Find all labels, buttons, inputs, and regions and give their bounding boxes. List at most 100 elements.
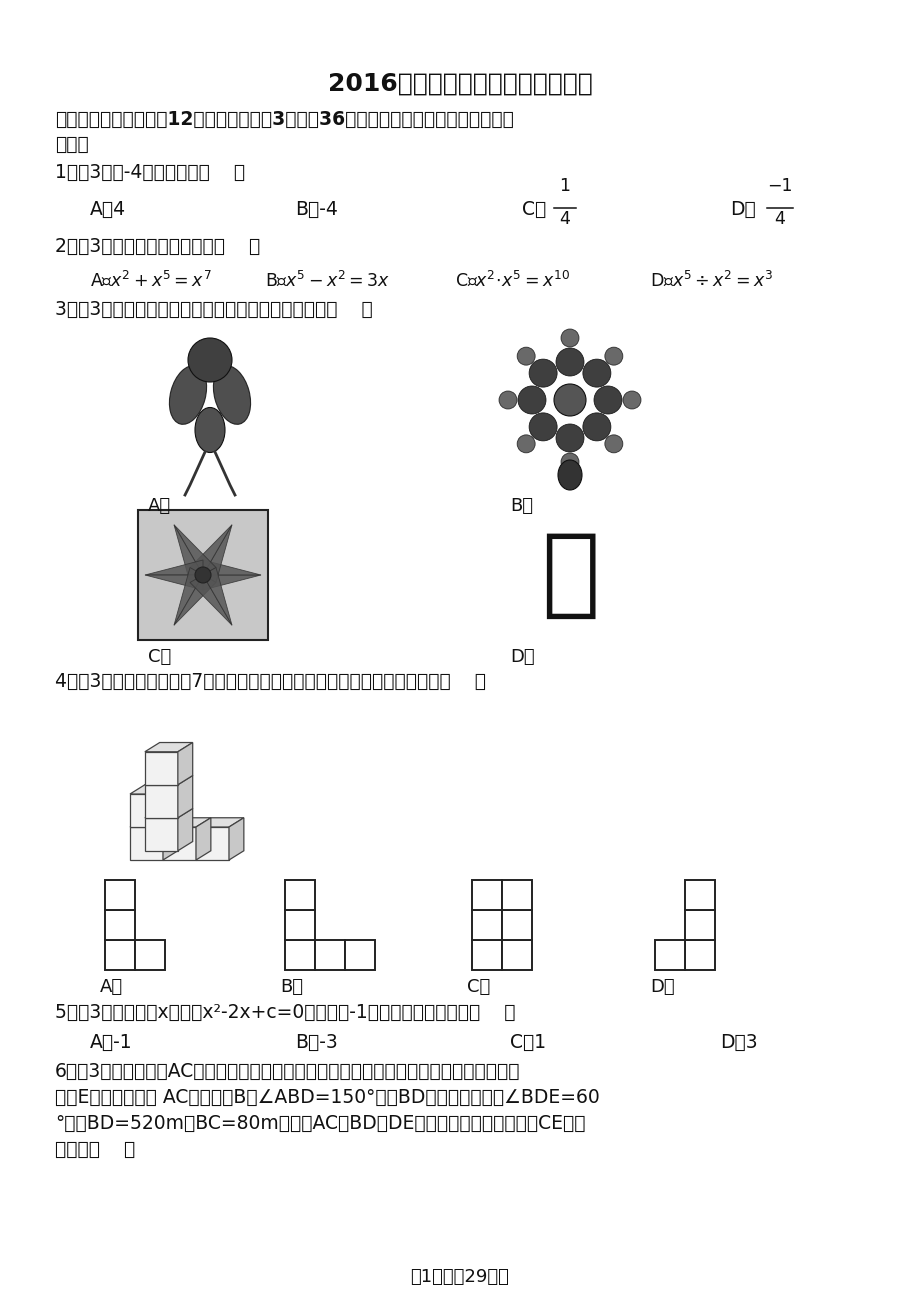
Circle shape xyxy=(604,435,622,453)
Polygon shape xyxy=(229,818,244,861)
Text: A．: A． xyxy=(100,978,123,996)
Polygon shape xyxy=(145,575,203,590)
Ellipse shape xyxy=(558,460,582,490)
Circle shape xyxy=(555,424,584,452)
Polygon shape xyxy=(174,525,203,582)
Text: D．3: D．3 xyxy=(720,1032,757,1052)
Polygon shape xyxy=(190,525,232,575)
Text: D．: D． xyxy=(509,648,534,667)
Text: 5．（3分）若关于x的方程x²-2x+c=0有一根为-1，则方程的另一根为（    ）: 5．（3分）若关于x的方程x²-2x+c=0有一根为-1，则方程的另一根为（ ） xyxy=(55,1003,515,1022)
Bar xyxy=(502,940,531,970)
Text: 4．（3分）如图是一个〗7个相同正方体组合而成的几何体，它的主视图为（    ）: 4．（3分）如图是一个〗7个相同正方体组合而成的几何体，它的主视图为（ ） xyxy=(55,672,485,691)
Circle shape xyxy=(517,385,545,414)
Polygon shape xyxy=(130,785,177,794)
Circle shape xyxy=(553,384,585,417)
Text: 3．（3分）下列图案，既是轴对称又是中心对称的是（    ）: 3．（3分）下列图案，既是轴对称又是中心对称的是（ ） xyxy=(55,299,372,319)
Bar xyxy=(285,880,314,910)
Bar xyxy=(285,910,314,940)
Text: 长度为（    ）: 长度为（ ） xyxy=(55,1141,135,1159)
Bar xyxy=(685,910,714,940)
Text: C．: C． xyxy=(467,978,490,996)
Polygon shape xyxy=(196,818,210,861)
Text: B．$x^5-x^2=3x$: B．$x^5-x^2=3x$ xyxy=(265,270,390,289)
Circle shape xyxy=(622,391,641,409)
Circle shape xyxy=(528,413,557,441)
Text: 1．（3分）-4的绝对值是（    ）: 1．（3分）-4的绝对值是（ ） xyxy=(55,163,244,182)
Polygon shape xyxy=(196,827,229,861)
Circle shape xyxy=(195,566,210,583)
Circle shape xyxy=(594,385,621,414)
Polygon shape xyxy=(130,794,163,827)
Bar xyxy=(471,940,502,970)
Text: A．4: A．4 xyxy=(90,201,126,219)
Bar xyxy=(314,940,345,970)
Polygon shape xyxy=(144,785,177,818)
Bar xyxy=(502,910,531,940)
Bar xyxy=(135,940,165,970)
Text: D．: D． xyxy=(729,201,754,219)
Text: −1: −1 xyxy=(766,177,792,195)
Bar xyxy=(685,940,714,970)
Circle shape xyxy=(516,435,535,453)
Ellipse shape xyxy=(169,366,207,424)
Text: 2016年四川省绵阳市中考数学试卷: 2016年四川省绵阳市中考数学试卷 xyxy=(327,72,592,96)
Bar xyxy=(285,940,314,970)
Text: 2．（3分）下列计算正确的是（    ）: 2．（3分）下列计算正确的是（ ） xyxy=(55,237,260,256)
Polygon shape xyxy=(145,560,203,575)
Circle shape xyxy=(561,453,578,471)
Text: 4: 4 xyxy=(559,210,570,228)
Polygon shape xyxy=(163,827,196,861)
Text: B．: B． xyxy=(279,978,302,996)
Polygon shape xyxy=(163,818,177,861)
Bar xyxy=(105,880,135,910)
Text: A．: A． xyxy=(148,497,171,516)
Polygon shape xyxy=(196,818,244,827)
Text: C．1: C．1 xyxy=(509,1032,546,1052)
Polygon shape xyxy=(174,568,203,625)
Polygon shape xyxy=(144,809,192,818)
Text: A．-1: A．-1 xyxy=(90,1032,132,1052)
Polygon shape xyxy=(177,776,192,818)
Text: C．: C． xyxy=(148,648,171,667)
Text: 找点E同时施工，从 AC上的一点B取∠ABD=150°，沿BD的方向前进，取∠BDE=60: 找点E同时施工，从 AC上的一点B取∠ABD=150°，沿BD的方向前进，取∠B… xyxy=(55,1088,599,1107)
Circle shape xyxy=(187,339,232,381)
Polygon shape xyxy=(190,575,232,625)
Polygon shape xyxy=(174,575,216,625)
Polygon shape xyxy=(177,742,192,785)
Bar xyxy=(471,880,502,910)
Text: 第1页（內29页）: 第1页（內29页） xyxy=(410,1268,509,1286)
Text: D．$x^5\div x^2=x^3$: D．$x^5\div x^2=x^3$ xyxy=(650,270,772,289)
Circle shape xyxy=(555,348,584,376)
Polygon shape xyxy=(144,776,192,785)
Bar xyxy=(105,910,135,940)
Text: 一、选择题：本大题兲12个小题，每小颙3分，兲36分，每小题只有一个选项最符合题: 一、选择题：本大题兲12个小题，每小颙3分，兲36分，每小题只有一个选项最符合题 xyxy=(55,109,514,129)
Polygon shape xyxy=(203,525,232,582)
Text: °，测BD=520m，BC=80m，并且AC，BD和DE在同一平面内，那么公路CE段的: °，测BD=520m，BC=80m，并且AC，BD和DE在同一平面内，那么公路C… xyxy=(55,1115,584,1133)
Bar xyxy=(105,940,135,970)
Text: C．$x^2\!\cdot\! x^5=x^{10}$: C．$x^2\!\cdot\! x^5=x^{10}$ xyxy=(455,270,570,289)
Polygon shape xyxy=(144,742,192,751)
Bar xyxy=(502,880,531,910)
Polygon shape xyxy=(144,818,177,850)
Text: 目要求: 目要求 xyxy=(55,135,88,154)
Bar xyxy=(345,940,375,970)
Polygon shape xyxy=(163,818,210,827)
Circle shape xyxy=(561,329,578,348)
Polygon shape xyxy=(163,785,177,827)
Polygon shape xyxy=(144,751,177,785)
Circle shape xyxy=(604,348,622,365)
Bar xyxy=(471,910,502,940)
Circle shape xyxy=(498,391,516,409)
Text: 1: 1 xyxy=(559,177,570,195)
Ellipse shape xyxy=(213,366,250,424)
Circle shape xyxy=(528,359,557,387)
Polygon shape xyxy=(174,525,216,575)
Polygon shape xyxy=(130,827,163,861)
Polygon shape xyxy=(130,818,177,827)
Bar xyxy=(654,940,685,970)
Text: C．: C． xyxy=(521,201,546,219)
Text: D．: D． xyxy=(650,978,674,996)
Text: B．: B． xyxy=(509,497,532,516)
Circle shape xyxy=(583,413,610,441)
Text: B．-3: B．-3 xyxy=(295,1032,337,1052)
